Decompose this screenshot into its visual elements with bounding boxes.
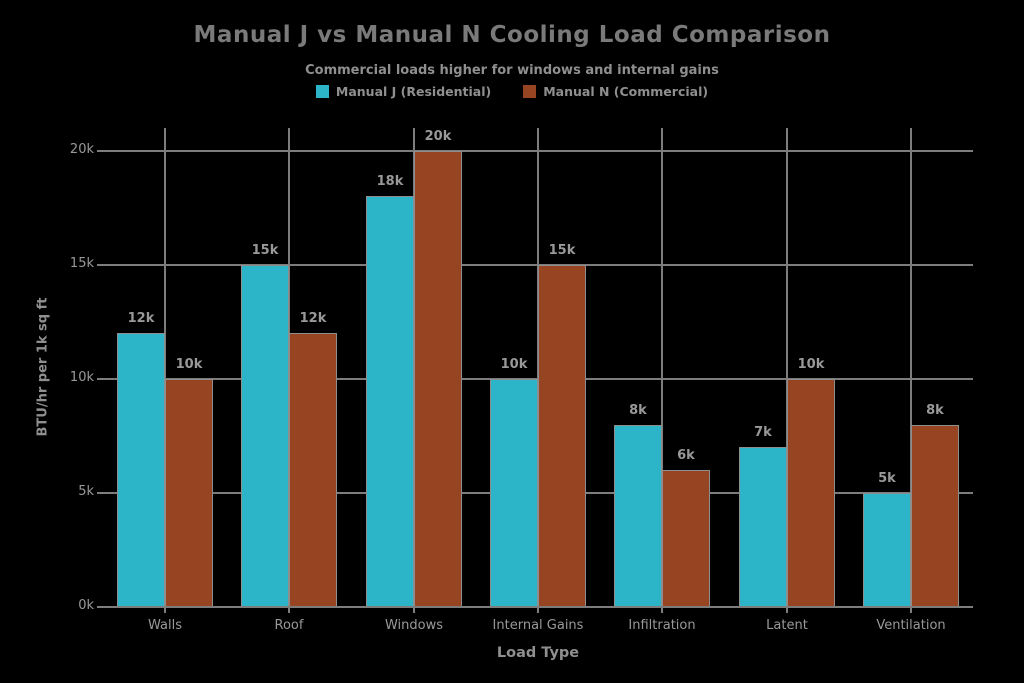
bar-manual-n-walls (165, 379, 213, 607)
y-axis-title: BTU/hr per 1k sq ft (35, 297, 51, 437)
legend-swatch-manual-n-icon (523, 85, 537, 98)
x-tick-mark (910, 607, 912, 613)
bar-manual-j-infiltration (614, 425, 662, 607)
grid-line-v (785, 128, 788, 607)
bar-value-label: 20k (424, 129, 452, 144)
legend: Manual J (Residential) Manual N (Commerc… (0, 84, 1024, 99)
bar-manual-j-latent (739, 447, 787, 607)
bar-value-label: 12k (127, 311, 155, 326)
bar-value-label: 7k (754, 425, 772, 440)
x-tick-mark (786, 607, 788, 613)
bar-manual-j-ventilation (863, 493, 911, 607)
x-tick-mark (288, 607, 290, 613)
bar-value-label: 15k (251, 243, 279, 258)
y-tick-mark (97, 378, 103, 380)
y-tick-label: 10k (69, 370, 94, 385)
legend-swatch-manual-j-icon (315, 85, 329, 98)
legend-item-manual-j[interactable]: Manual J (Residential) (315, 84, 492, 99)
y-tick-label: 15k (69, 256, 94, 271)
bar-manual-n-windows (414, 151, 462, 607)
bar-value-label: 8k (629, 403, 647, 418)
y-tick-label: 20k (69, 142, 94, 157)
bar-manual-n-internal-gains (538, 265, 586, 607)
bar-value-label: 10k (175, 357, 203, 372)
chart-subtitle: Commercial loads higher for windows and … (305, 63, 719, 78)
bar-manual-n-latent (787, 379, 835, 607)
y-tick-mark (97, 606, 103, 608)
y-tick-label: 5k (78, 484, 94, 499)
x-tick-label-roof: Roof (274, 618, 304, 633)
bar-manual-n-infiltration (662, 470, 710, 607)
bar-manual-n-roof (289, 333, 337, 607)
legend-item-manual-n[interactable]: Manual N (Commercial) (523, 84, 708, 99)
y-tick-label: 0k (78, 598, 94, 613)
y-tick-mark (97, 264, 103, 266)
x-tick-mark (661, 607, 663, 613)
x-tick-label-windows: Windows (384, 618, 444, 633)
grid-line-v (661, 128, 664, 607)
bar-manual-j-roof (241, 265, 289, 607)
x-tick-label-ventilation: Ventilation (876, 618, 946, 633)
bar-value-label: 10k (797, 357, 825, 372)
x-tick-label-internal-gains: Internal Gains (492, 618, 584, 633)
y-tick-mark (97, 150, 103, 152)
y-tick-mark (97, 492, 103, 494)
grid-line-v (164, 128, 167, 607)
bar-manual-n-ventilation (911, 425, 959, 607)
bar-manual-j-windows (366, 196, 414, 607)
legend-label-manual-j: Manual J (Residential) (335, 84, 492, 99)
x-tick-label-infiltration: Infiltration (628, 618, 696, 633)
bar-value-label: 8k (926, 403, 944, 418)
legend-label-manual-n: Manual N (Commercial) (543, 84, 709, 99)
bar-value-label: 15k (548, 243, 576, 258)
x-tick-label-latent: Latent (766, 618, 808, 633)
chart-title: Manual J vs Manual N Cooling Load Compar… (193, 22, 831, 48)
x-tick-mark (413, 607, 415, 613)
bar-value-label: 12k (299, 311, 327, 326)
x-tick-mark (164, 607, 166, 613)
bar-manual-j-walls (117, 333, 165, 607)
x-tick-mark (537, 607, 539, 613)
bar-value-label: 10k (500, 357, 528, 372)
x-axis-title: Load Type (496, 645, 580, 661)
grid-line-v (909, 128, 912, 607)
bar-value-label: 6k (677, 448, 695, 463)
bar-value-label: 5k (878, 471, 896, 486)
bar-manual-j-internal-gains (490, 379, 538, 607)
bar-value-label: 18k (376, 174, 404, 189)
x-tick-label-walls: Walls (148, 618, 182, 633)
plot-area: 12k 15k 18k 10k 8k 7k 5k 10k 12k 20k 15k 6k 10k 8k (103, 128, 973, 608)
